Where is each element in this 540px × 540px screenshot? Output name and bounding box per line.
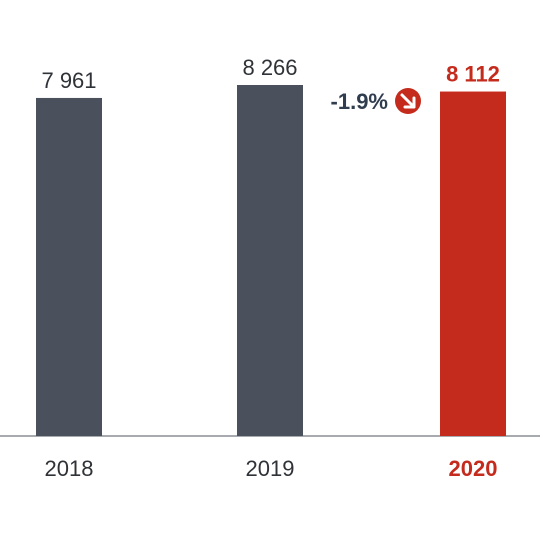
value-label-2020: 8 112 <box>446 62 500 87</box>
value-label-2019: 8 266 <box>242 55 297 80</box>
category-label-2020: 2020 <box>449 456 498 481</box>
category-label-2018: 2018 <box>45 456 94 481</box>
bar-2019 <box>237 85 303 436</box>
change-indicator: -1.9% <box>331 88 421 114</box>
bar-2018 <box>36 97 102 437</box>
arrow-down-right-icon <box>395 88 421 114</box>
category-label-2019: 2019 <box>246 456 295 481</box>
value-label-2018: 7 961 <box>41 68 96 93</box>
change-label: -1.9% <box>331 89 388 114</box>
bar-2020 <box>440 91 506 437</box>
